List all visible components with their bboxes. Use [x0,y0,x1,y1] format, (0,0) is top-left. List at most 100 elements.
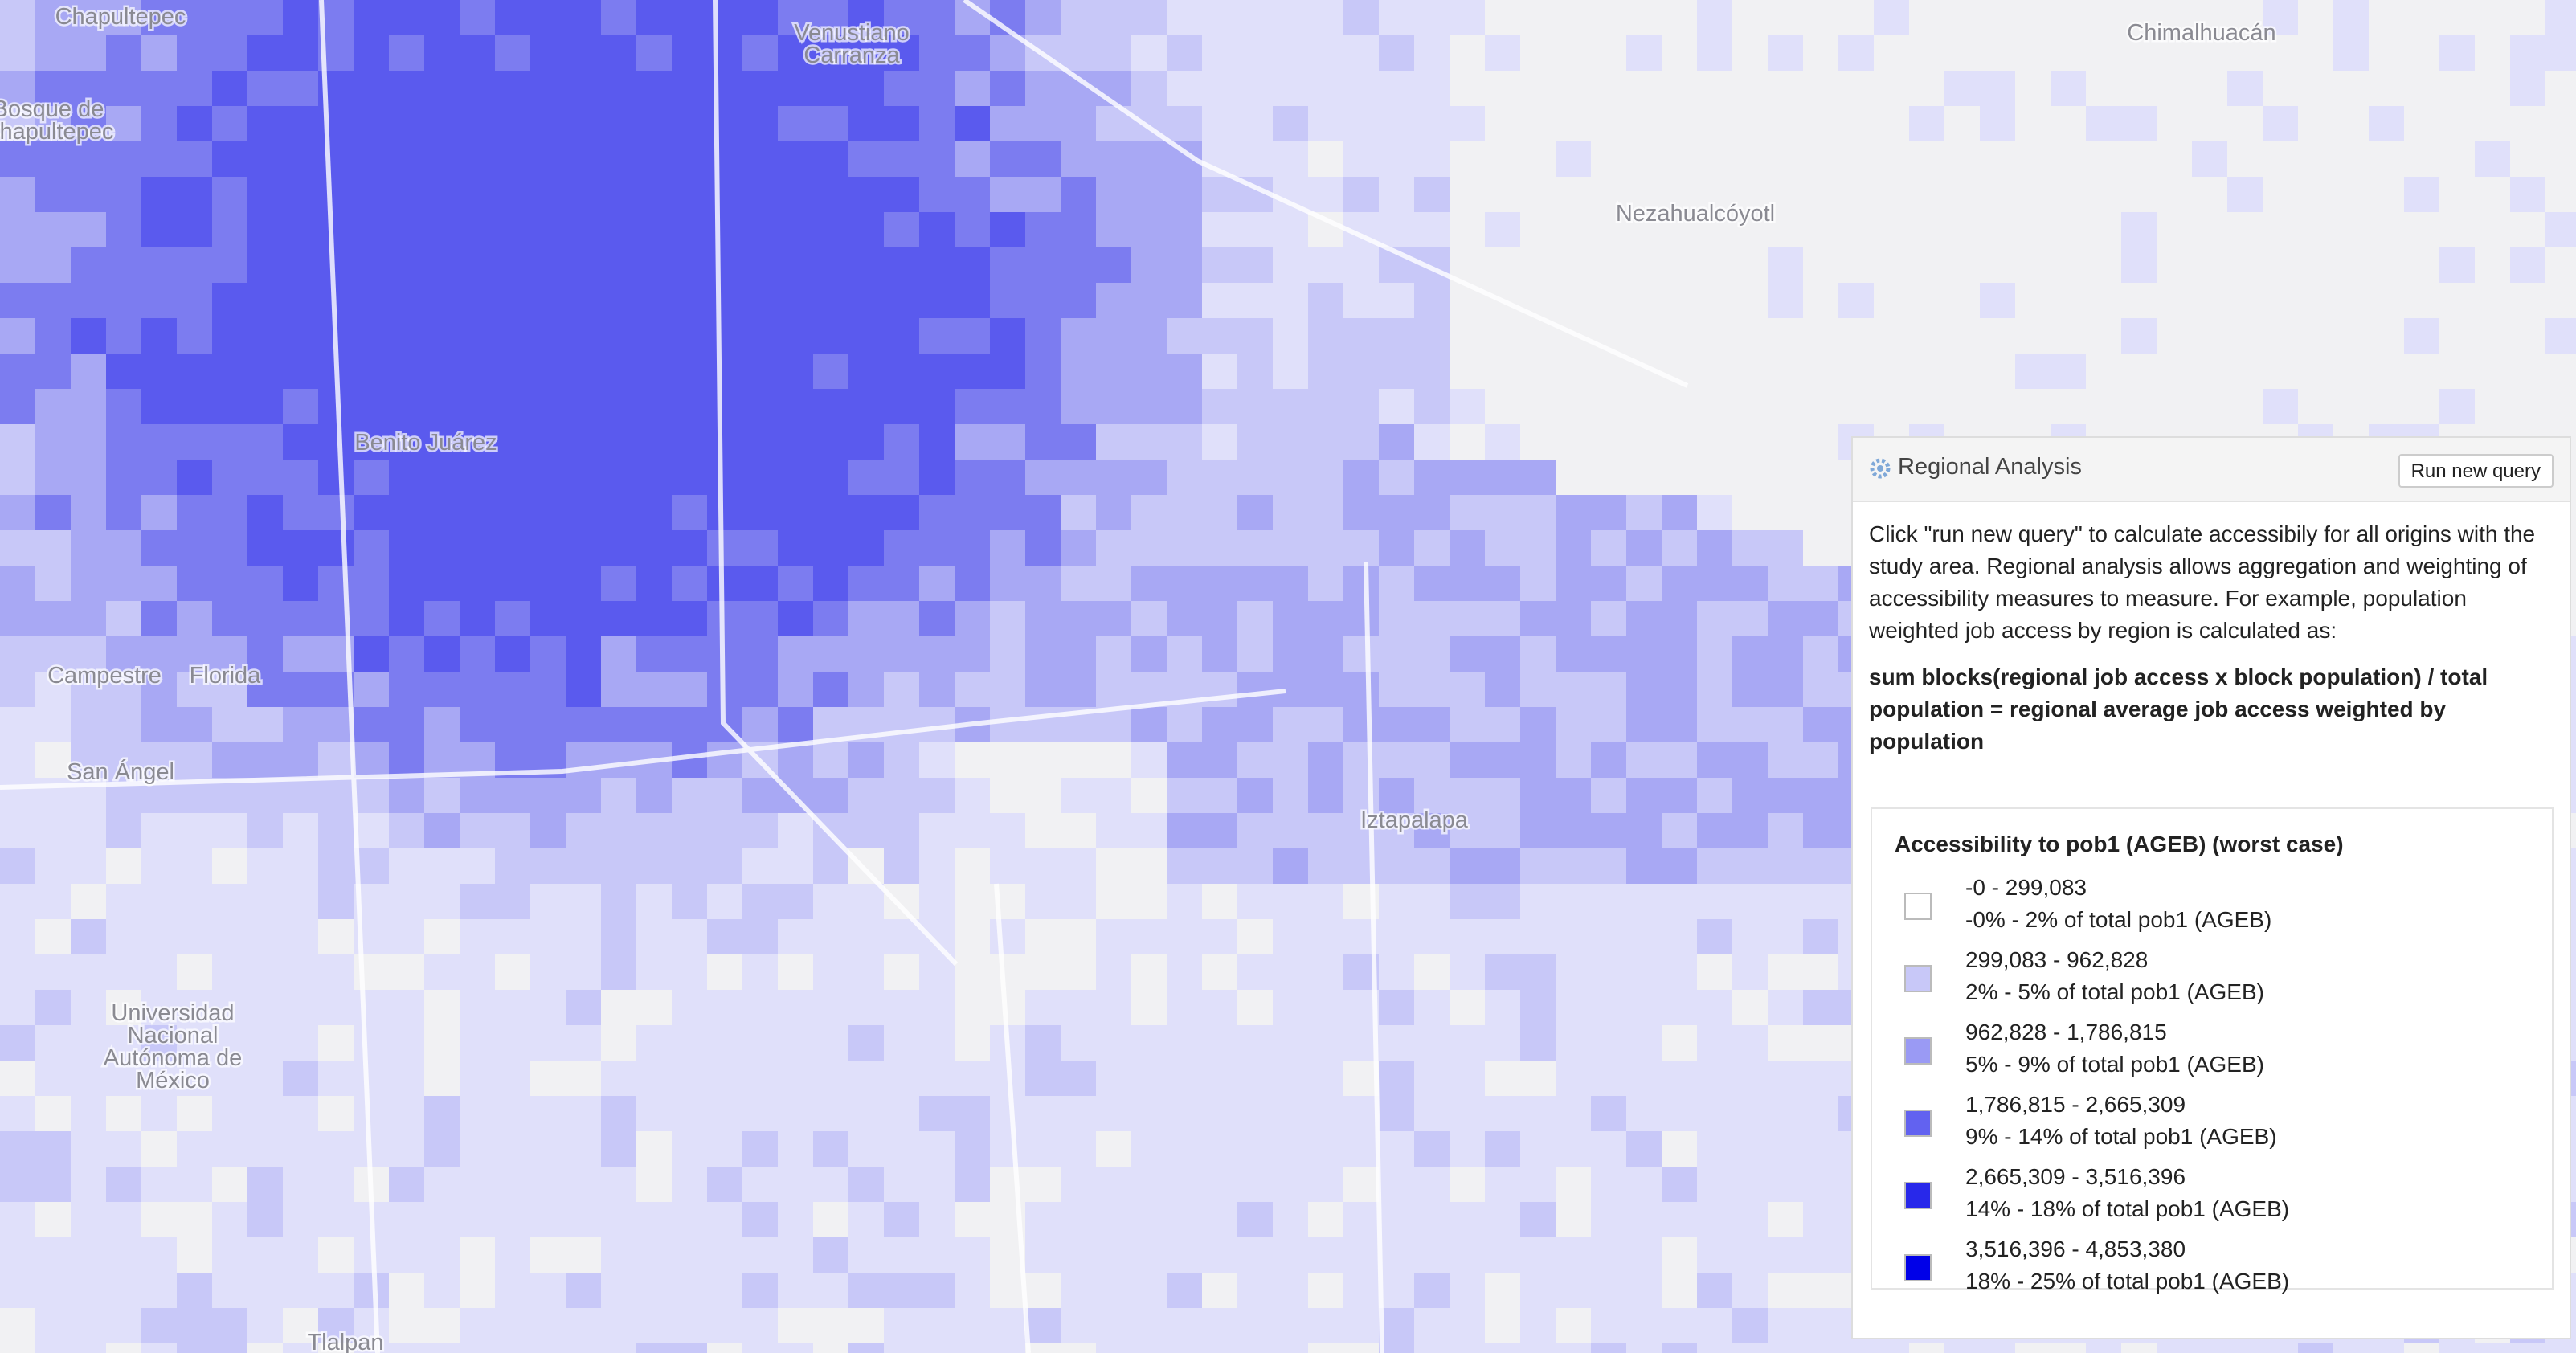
block [530,813,566,848]
block [813,141,848,177]
block [1732,1096,1768,1131]
block [1450,1308,1485,1343]
block [1732,636,1768,672]
block [955,389,990,424]
block [177,672,212,707]
block [1414,742,1450,778]
block [424,283,460,318]
block [707,424,742,460]
block [778,601,813,636]
block [212,1273,247,1308]
block [990,707,1025,742]
block [1414,672,1450,707]
block [1131,460,1167,495]
block [1520,884,1556,919]
block [1591,1167,1626,1202]
block [1202,177,1237,212]
block [247,1096,283,1131]
block [1379,354,1414,389]
place-label: Nacional [128,1023,219,1048]
block [990,106,1025,141]
block [1556,1025,1591,1061]
block [742,919,778,954]
block [495,1273,530,1308]
block [354,1096,389,1131]
block [1202,35,1237,71]
block [530,1131,566,1167]
block [71,672,106,707]
block [1237,1308,1273,1343]
block [71,1025,106,1061]
block [530,1025,566,1061]
block [0,106,35,141]
block [601,283,636,318]
place-label: Nezahualcóyotl [1616,201,1775,227]
block [1202,566,1237,601]
block [71,1202,106,1237]
block [1626,672,1662,707]
block [601,389,636,424]
block [990,636,1025,672]
block [1308,283,1343,318]
block [1308,636,1343,672]
block [247,848,283,884]
block [1768,672,1803,707]
block [884,495,919,530]
block [955,283,990,318]
block [71,566,106,601]
block [212,247,247,283]
block [813,601,848,636]
block [813,848,848,884]
block [318,495,354,530]
block [1768,1308,1803,1343]
block [1732,707,1768,742]
block [566,1025,601,1061]
legend-share: 2% - 5% of total pob1 (AGEB) [1965,979,2264,1004]
block [1520,990,1556,1025]
block [1662,1308,1697,1343]
block [1450,848,1485,884]
block [601,177,636,212]
block [212,813,247,848]
block [1803,1237,1838,1273]
block [778,1237,813,1273]
run-query-button[interactable]: Run new query [2398,454,2554,488]
block [1379,1237,1414,1273]
block [601,1308,636,1343]
block [1556,954,1591,990]
block [1414,778,1450,813]
block [1768,566,1803,601]
block [389,990,424,1025]
block [672,530,707,566]
block [106,566,141,601]
block [848,530,884,566]
block [530,177,566,212]
block [1167,601,1202,636]
block [1131,177,1167,212]
block [1450,707,1485,742]
block [636,672,672,707]
block [884,0,919,35]
block [813,884,848,919]
block [318,106,354,141]
block [495,424,530,460]
block [707,1025,742,1061]
block [848,601,884,636]
block [848,1061,884,1096]
block [742,884,778,919]
block [1591,495,1626,530]
block [778,1202,813,1237]
block [1556,742,1591,778]
block [1025,636,1061,672]
block [2051,354,2086,389]
block [212,460,247,495]
block [778,460,813,495]
block [848,354,884,389]
block [1662,1167,1697,1202]
block [1131,35,1167,71]
block [212,177,247,212]
block [530,71,566,106]
block [1167,1025,1202,1061]
panel-header: Regional Analysis Run new query [1853,438,2570,502]
